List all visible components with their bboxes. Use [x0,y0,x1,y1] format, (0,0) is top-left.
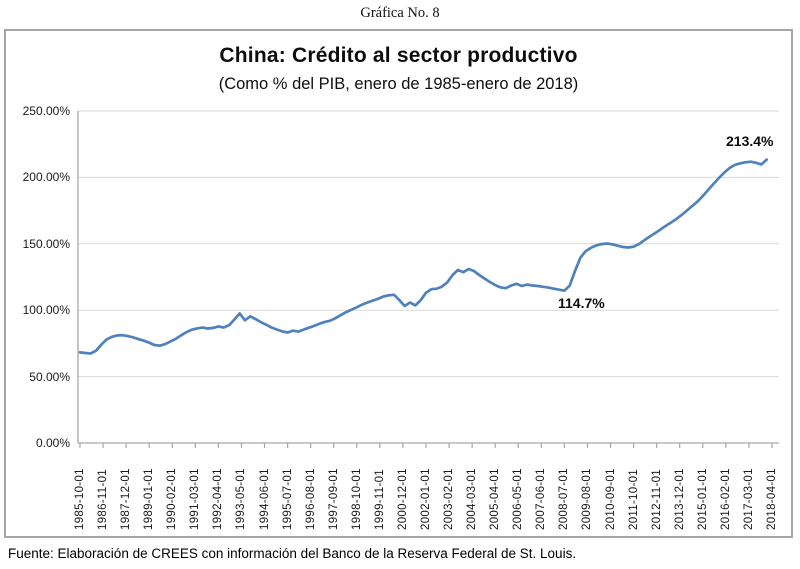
x-tick-label: 2007-06-01 [535,468,548,530]
chart-title: China: Crédito al sector productivo [219,44,578,67]
figure-label: Gráfica No. 8 [360,5,440,21]
x-tick-label: 1986-11-01 [97,469,110,530]
x-tick-label: 1996-08-01 [304,468,317,530]
x-tick-label: 1995-07-01 [281,468,294,530]
x-tick-label: 2015-01-01 [696,468,709,530]
x-tick-label: 2013-12-01 [673,468,686,530]
x-tick-label: 2018-04-01 [766,468,778,530]
x-tick-label: 1991-03-01 [189,468,202,530]
x-tick-label: 2002-01-01 [420,468,432,530]
y-tick-label: 150.00% [22,236,70,251]
source-note: Fuente: Elaboración de CREES con informa… [8,546,577,561]
x-tick-label: 1992-04-01 [212,468,225,530]
x-tick-label: 2010-09-01 [604,468,617,530]
x-tick-label: 1993-05-01 [235,468,248,530]
x-tick-label: 2008-07-01 [558,468,571,530]
y-tick-label: 250.00% [22,104,70,118]
x-tick-label: 1998-10-01 [350,468,363,530]
x-tick-label: 1985-10-01 [74,468,86,530]
x-tick-label: 2017-03-01 [742,468,755,530]
x-tick-label: 2006-05-01 [512,468,525,530]
line-chart-plot [77,110,779,448]
x-tick-label: 2004-03-01 [466,468,479,530]
annotation-2018-high: 213.4% [726,133,774,149]
x-tick-label: 2003-02-01 [443,468,456,530]
x-tick-label: 2009-08-01 [581,468,594,530]
x-tick-label: 1987-12-01 [120,468,133,530]
x-tick-label: 1989-01-01 [143,468,156,530]
annotation-2008-low: 114.7% [558,295,605,311]
x-tick-label: 1990-02-01 [166,468,179,530]
x-tick-label: 2012-11-01 [650,469,663,530]
y-tick-label: 100.00% [22,303,70,318]
x-tick-label: 1997-09-01 [327,468,340,530]
x-tick-label: 2016-02-01 [719,468,732,530]
y-tick-label: 50.00% [29,369,70,384]
x-tick-label: 2005-04-01 [489,468,502,530]
credit-gdp-line-series [78,158,769,355]
x-tick-label: 1999-11-01 [373,469,386,530]
y-tick-label: 0.00% [35,436,70,450]
x-tick-label: 2000-12-01 [396,468,409,530]
chart-subtitle: (Como % del PIB, enero de 1985-enero de … [218,75,579,93]
y-tick-label: 200.00% [22,170,70,185]
x-tick-label: 1994-06-01 [258,468,271,530]
chart-container: China: Crédito al sector productivo (Com… [4,29,793,538]
x-tick-label: 2011-10-01 [627,469,640,530]
